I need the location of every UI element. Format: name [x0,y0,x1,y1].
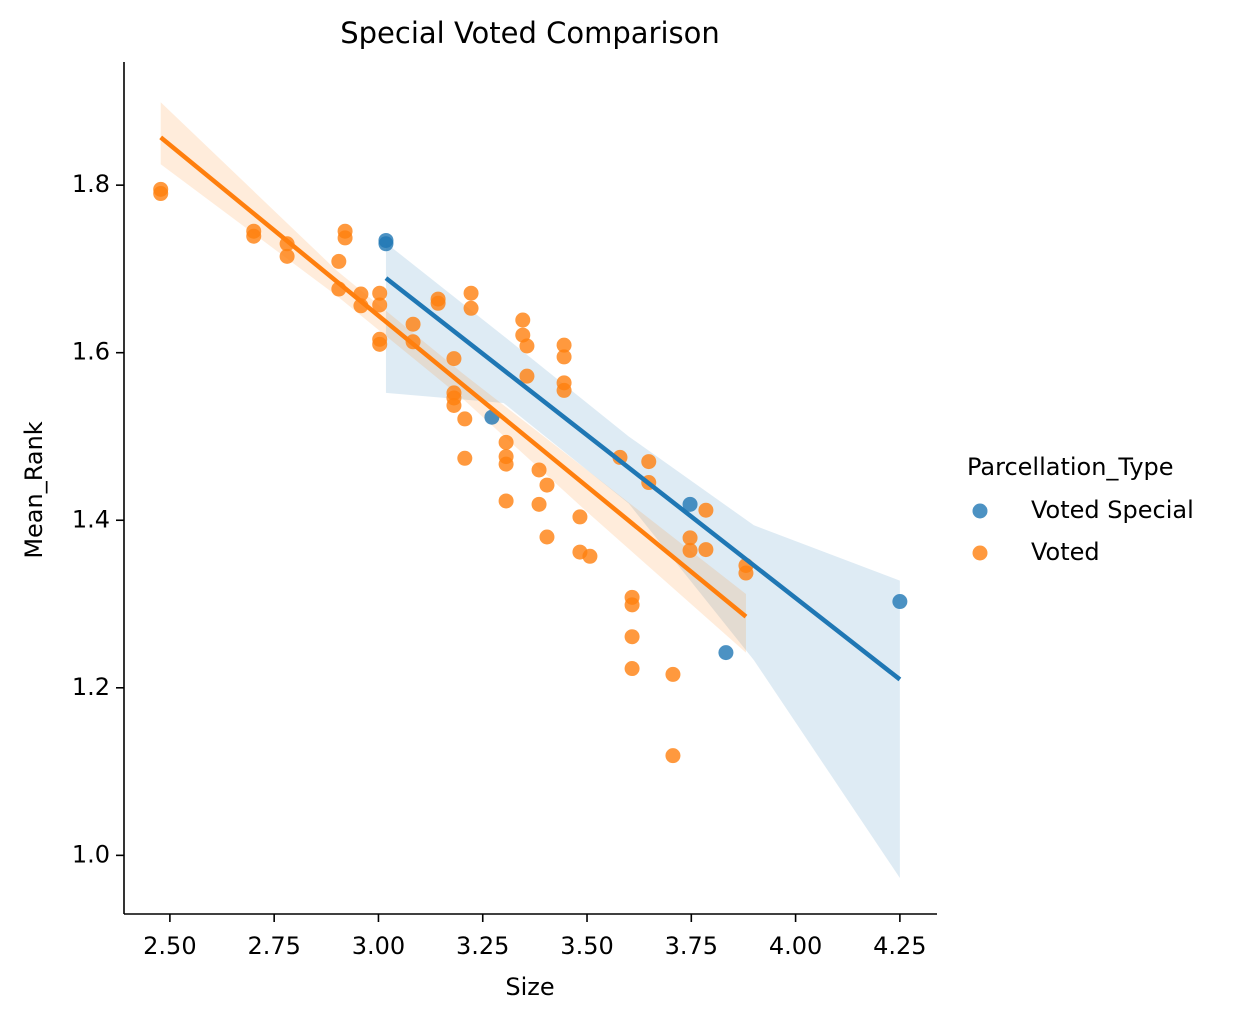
confidence-band [385,242,900,878]
point [682,530,698,546]
x-axis-label: Size [505,973,554,1001]
legend-marker [972,503,988,519]
x-tick-label: 2.75 [247,932,300,960]
x-tick-label: 3.25 [456,932,509,960]
x-tick-label: 3.75 [665,932,718,960]
point [624,629,640,645]
y-tick-label: 1.2 [72,673,110,701]
point [430,295,446,311]
y-tick-label: 1.4 [72,505,110,533]
y-tick-label: 1.8 [72,170,110,198]
point [556,382,572,398]
point [372,285,388,301]
x-tick-label: 2.50 [143,932,196,960]
regression-line [159,135,748,619]
chart-title: Special Voted Comparison [340,16,720,50]
point [446,397,462,413]
point [372,336,388,352]
point [572,509,588,525]
point [738,565,754,581]
point [515,312,531,328]
point [698,542,714,558]
y-tick-label: 1.0 [72,840,110,868]
legend-title: Parcellation_Type [967,453,1174,481]
point [582,548,598,564]
point [531,462,547,478]
legend-marker [972,545,988,561]
x-tick-label: 3.50 [560,932,613,960]
point [337,230,353,246]
point [279,248,295,264]
point [641,454,657,470]
x-tick-label: 3.00 [352,932,405,960]
point [519,368,535,384]
point [457,450,473,466]
point [463,300,479,316]
point [682,542,698,558]
point [892,594,908,610]
point [378,236,394,252]
point [718,645,734,661]
point [331,253,347,269]
point [153,186,169,202]
legend-label: Voted Special [1031,496,1194,524]
x-tick-label: 4.25 [873,932,926,960]
y-axis-label: Mean_Rank [20,421,48,558]
point [556,349,572,365]
point [665,748,681,764]
point [498,434,514,450]
point [372,297,388,313]
x-tick-label: 4.00 [769,932,822,960]
point [624,661,640,677]
point [698,502,714,518]
point [665,666,681,682]
legend-label: Voted [1031,538,1100,566]
point [519,338,535,354]
point [498,456,514,472]
point [463,285,479,301]
point [624,597,640,613]
point [246,228,262,244]
regression-line [384,276,902,682]
point [457,411,473,427]
point [556,337,572,353]
point [539,477,555,493]
point [498,493,514,509]
point [446,351,462,367]
point [682,496,698,512]
y-tick-label: 1.6 [72,338,110,366]
point [539,529,555,545]
point [531,496,547,512]
point [405,316,421,332]
